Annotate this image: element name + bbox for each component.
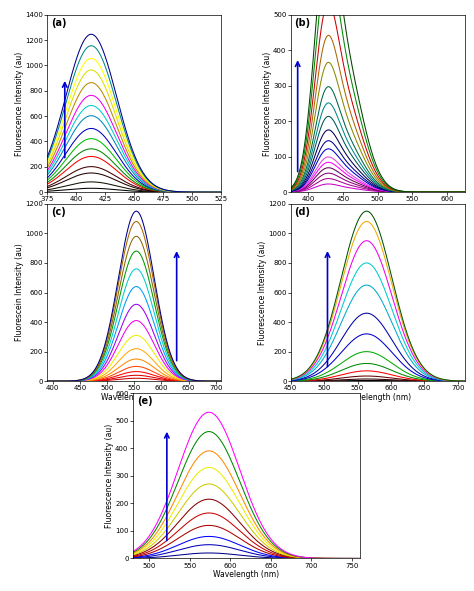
X-axis label: Wavelength (nm): Wavelength (nm) xyxy=(213,570,280,579)
Text: (e): (e) xyxy=(137,397,153,407)
Y-axis label: Fluorescein Intensity (au): Fluorescein Intensity (au) xyxy=(15,243,24,342)
X-axis label: Wavelength (nm): Wavelength (nm) xyxy=(101,393,167,402)
Y-axis label: Fluorescence Intensity (au): Fluorescence Intensity (au) xyxy=(15,51,24,155)
X-axis label: Wavelength (nm): Wavelength (nm) xyxy=(345,204,410,213)
X-axis label: Wavelength (nm): Wavelength (nm) xyxy=(345,393,410,402)
Text: (c): (c) xyxy=(51,207,65,217)
Y-axis label: Fluorescence Intensity (au): Fluorescence Intensity (au) xyxy=(263,51,272,155)
Y-axis label: Fluorescence Intensity (au): Fluorescence Intensity (au) xyxy=(105,424,114,528)
Text: (a): (a) xyxy=(51,18,66,28)
X-axis label: Wavelength (nm): Wavelength (nm) xyxy=(101,204,167,213)
Text: (b): (b) xyxy=(294,18,310,28)
Text: (d): (d) xyxy=(294,207,310,217)
Y-axis label: Fluorescence Intensity (au): Fluorescence Intensity (au) xyxy=(258,241,267,345)
